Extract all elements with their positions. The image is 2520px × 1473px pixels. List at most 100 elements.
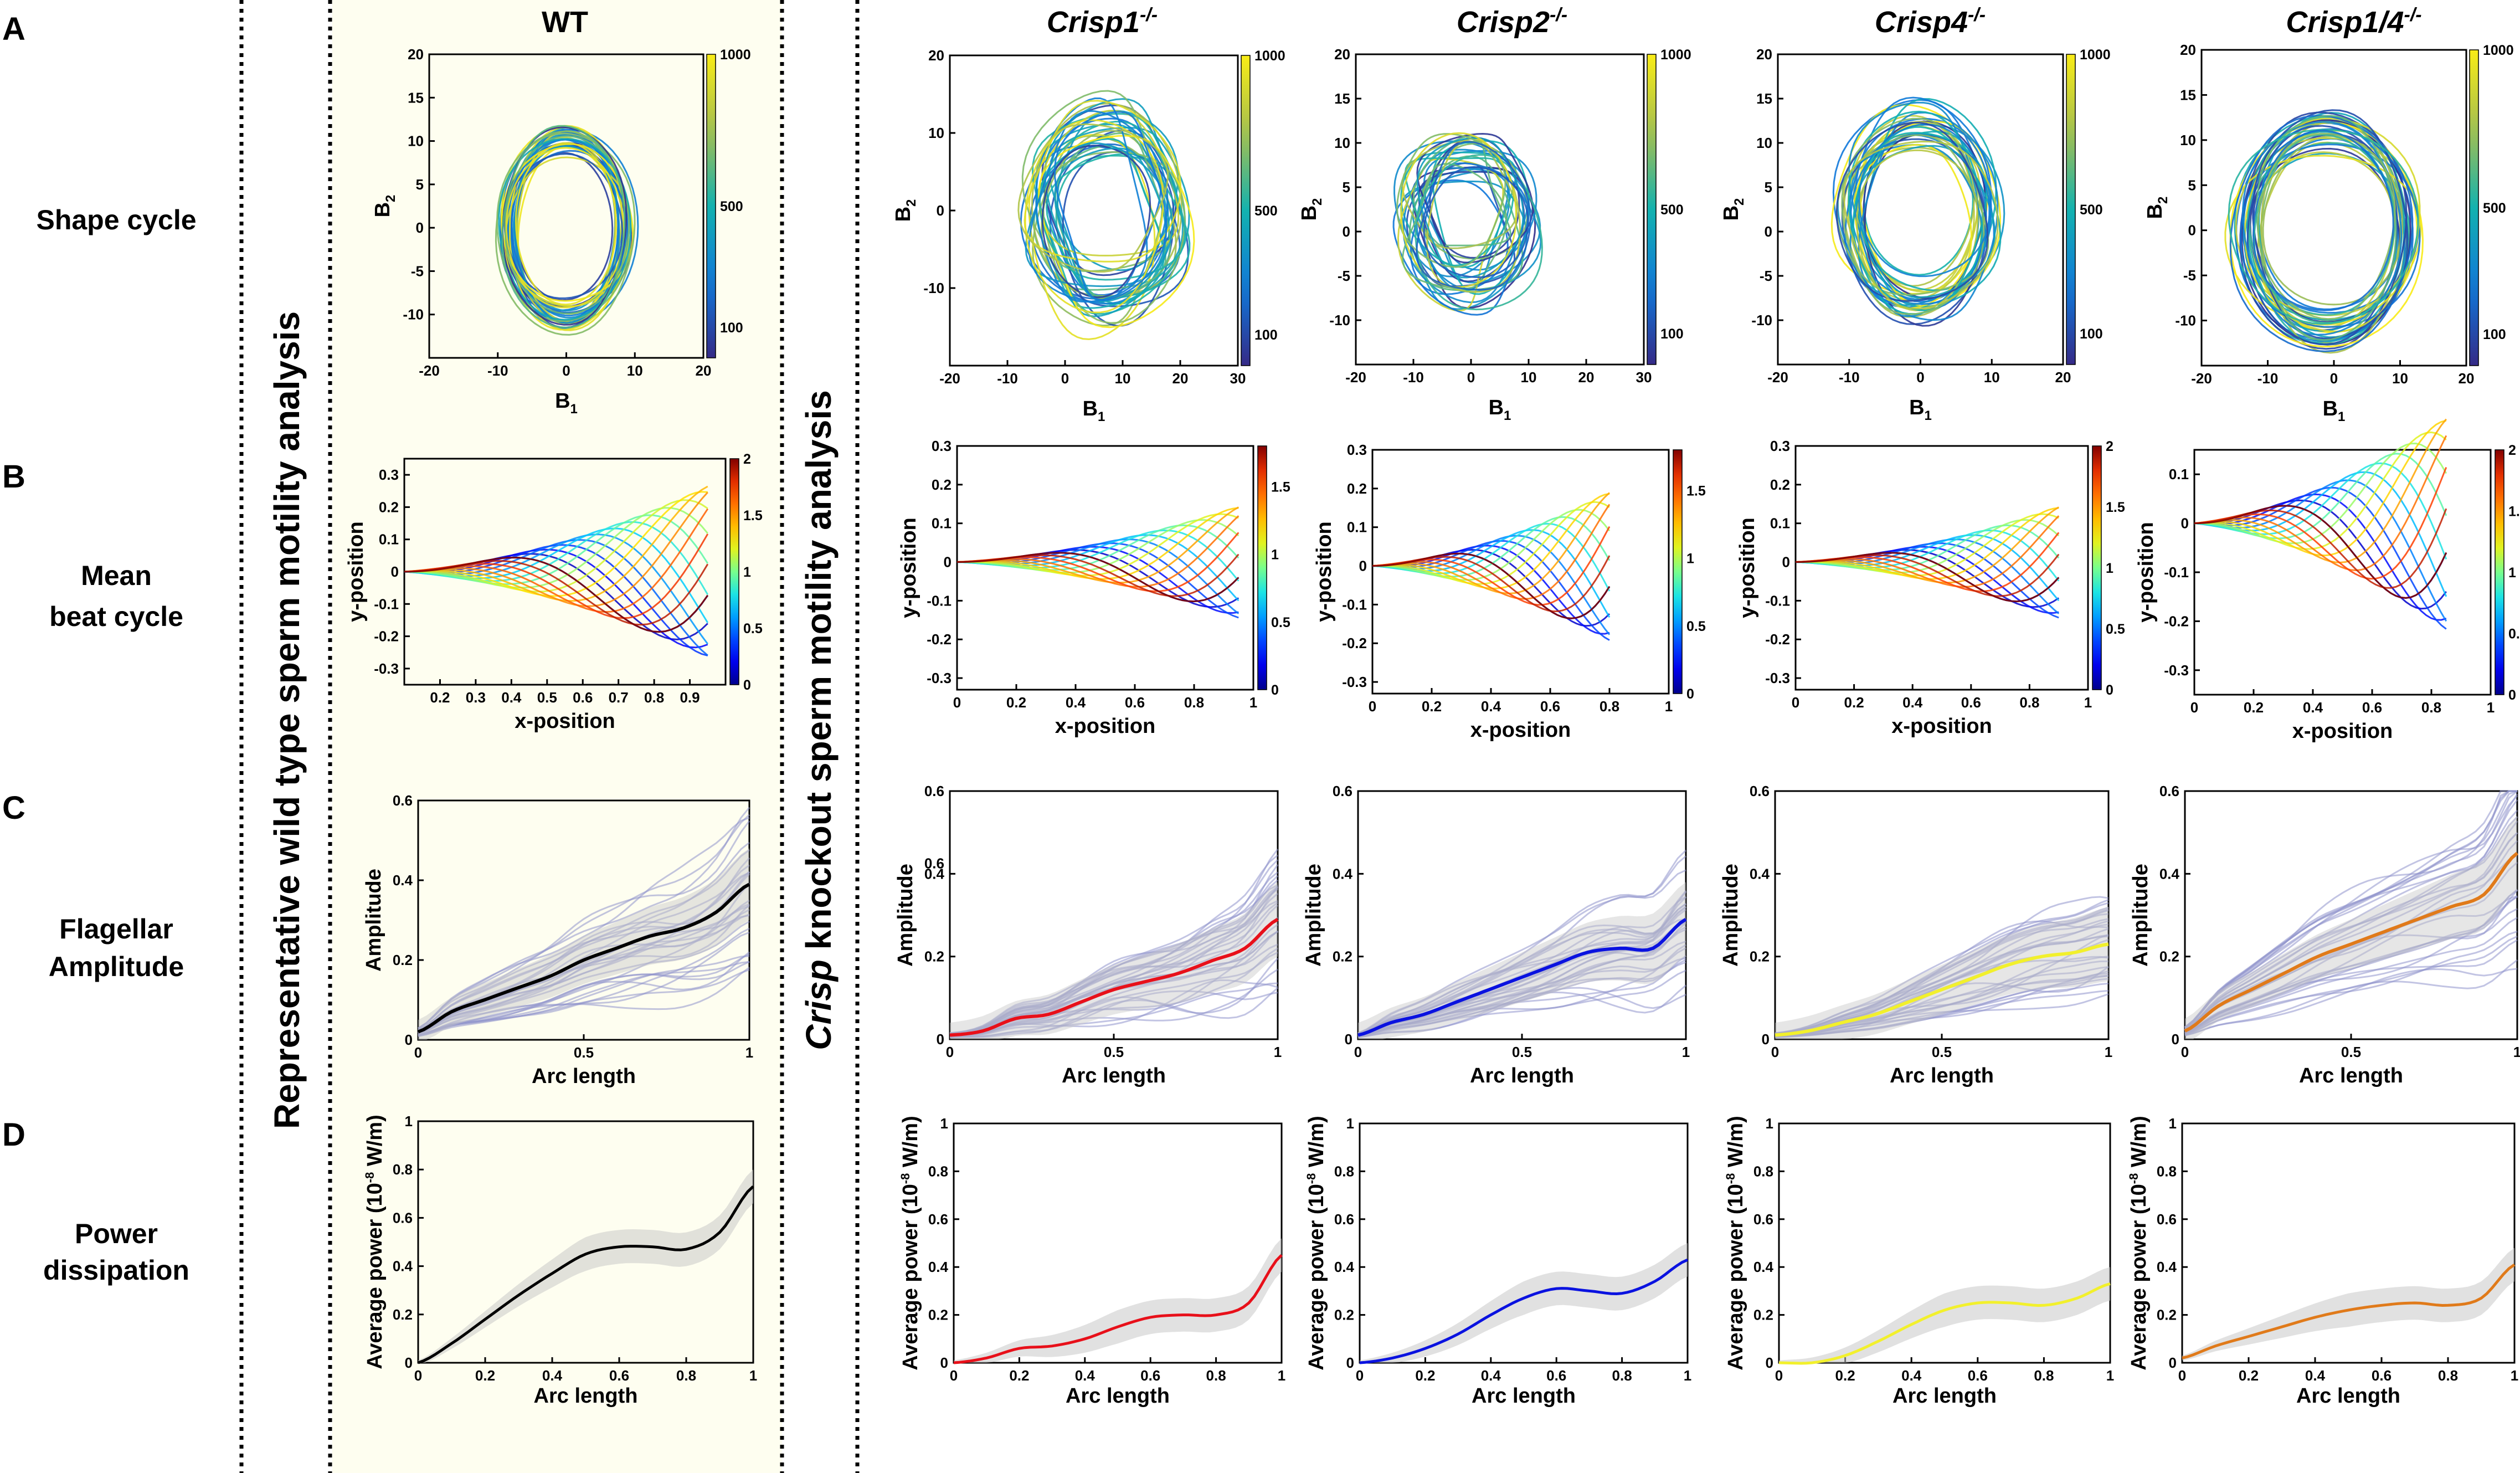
amplitude-trace — [2184, 917, 2518, 1035]
x-axis-label-base: B — [1083, 397, 1098, 420]
x-tick-label: -20 — [2191, 370, 2212, 387]
colorbar-tick-label: 100 — [2080, 326, 2103, 342]
beat-curve — [1796, 519, 2060, 574]
y-tick-label: 0.6 — [1333, 783, 1352, 799]
shape-cycle-trace — [1858, 123, 1991, 278]
x-tick-label: 0 — [953, 694, 961, 711]
y-tick-label: 0.3 — [1347, 442, 1367, 458]
x-tick-label: 20 — [1172, 370, 1189, 387]
y-axis-label-base: B — [1298, 206, 1321, 220]
y-axis-label-sub: 2 — [383, 195, 398, 202]
y-axis-label-sub: 2 — [904, 199, 919, 207]
beat-curve — [1372, 492, 1611, 594]
shape-cycle-trace — [505, 153, 624, 299]
y-tick-label: -0.2 — [2164, 613, 2189, 629]
x-tick-label: -20 — [1345, 369, 1366, 386]
beat-curve — [956, 513, 1239, 577]
colorbar-tick-label: 100 — [1254, 327, 1278, 343]
amplitude-trace — [2184, 790, 2518, 1029]
y-tick-label: 0.2 — [928, 1307, 948, 1323]
colorbar-tick-label: 1.5 — [743, 508, 763, 523]
power-mean-line — [953, 1254, 1283, 1364]
colorbar — [1673, 449, 1683, 694]
x-tick-label: -10 — [997, 370, 1018, 387]
row-label-amplitude: Amplitude — [49, 951, 184, 982]
colorbar — [1647, 54, 1657, 365]
x-tick-label: 0.2 — [1422, 698, 1442, 715]
y-axis-label: Average power (10-8 W/m) — [2127, 1116, 2151, 1371]
y-tick-label: 0.1 — [2169, 466, 2189, 483]
y-tick-label: 0 — [1782, 554, 1790, 571]
row-label-beat-cycle: beat cycle — [49, 601, 183, 632]
y-tick-label: 0.2 — [2157, 1307, 2177, 1323]
shape-cycle-trace — [1053, 111, 1168, 301]
x-tick-label: 0.9 — [680, 689, 700, 706]
colorbar — [2469, 49, 2479, 366]
y-tick-label: 0.4 — [1333, 865, 1353, 882]
y-tick-label: 15 — [1334, 90, 1350, 107]
shape-cycle-trace — [498, 138, 632, 321]
x-axis-label: Arc length — [1890, 1064, 1994, 1087]
power-mean-line — [418, 1185, 754, 1364]
colorbar-tick-label: 1 — [2508, 565, 2516, 581]
colorbar-tick-label: 0.5 — [743, 621, 763, 637]
x-tick-label: 1 — [745, 1044, 753, 1061]
y-axis-label: B2 — [892, 199, 919, 222]
y-tick-label: 10 — [408, 133, 424, 150]
x-tick-label: 0 — [2181, 1044, 2189, 1060]
amplitude-trace — [949, 916, 1279, 1036]
y-tick-label: -10 — [403, 306, 424, 323]
power-sd-band — [954, 1238, 1282, 1363]
colorbar — [729, 458, 739, 685]
x-tick-label: 0.4 — [542, 1367, 563, 1384]
shape-cycle-trace — [2255, 115, 2397, 341]
x-axis-label-base: B — [1909, 396, 1924, 419]
x-tick-label: 1 — [2487, 699, 2495, 716]
amplitude-sd-band — [1358, 882, 1686, 1039]
beat-cycle-panel-1: 0 0.2 0.4 0.6 0.8 1 -0.3 -0.2 -0.1 0 0.1 0.2 0.3 0 0.5… — [897, 438, 1290, 738]
axes-box — [2181, 1122, 2516, 1364]
amplitude-mean-line — [1357, 917, 1687, 1037]
x-tick-label: 0.6 — [1546, 1367, 1566, 1384]
x-axis-label: Arc length — [2296, 1384, 2400, 1408]
colorbar-tick-label: 2 — [743, 451, 751, 467]
y-axis-label-base: B — [371, 202, 394, 217]
x-axis-label: Arc length — [1062, 1064, 1166, 1087]
shape-cycle-trace — [1039, 120, 1186, 281]
y-tick-label: 0.6 — [924, 783, 944, 799]
y-tick-label: 0 — [937, 202, 944, 219]
y-tick-label: -5 — [2183, 267, 2196, 284]
y-tick-label: -0.1 — [927, 592, 952, 609]
x-tick-label: 0.4 — [1901, 1367, 1922, 1384]
x-tick-label: 0.2 — [475, 1367, 495, 1384]
amplitude-trace — [418, 953, 750, 1036]
column-title-3: Crisp4-/- — [1875, 4, 1986, 39]
x-tick-label: 0.6 — [609, 1367, 629, 1384]
x-tick-label: -10 — [487, 362, 508, 379]
panel-letter-a: A — [2, 11, 25, 47]
beat-curve — [2194, 493, 2447, 621]
y-axis-label-sub: 2 — [1732, 198, 1747, 206]
beat-curve — [404, 491, 708, 597]
colorbar — [2092, 445, 2102, 690]
colorbar-tick-label: 1000 — [720, 47, 751, 63]
power-mean-line — [2182, 1263, 2516, 1359]
colorbar-tick-label: 0 — [743, 678, 751, 693]
x-tick-label: 0 — [2190, 699, 2198, 716]
shape-cycle-trace — [2224, 155, 2422, 326]
x-axis-label: x-position — [2292, 720, 2393, 743]
y-tick-label: 0 — [940, 1354, 948, 1371]
y-axis-label: Amplitude — [2129, 864, 2152, 967]
shape-cycle-trace — [1406, 162, 1516, 288]
colorbar-tick-label: 1000 — [2483, 43, 2514, 58]
x-axis-label-base: B — [1489, 396, 1504, 419]
x-tick-label: 0.2 — [2244, 699, 2264, 716]
x-tick-label: 0.8 — [1206, 1367, 1226, 1384]
y-tick-label: -0.2 — [1765, 631, 1790, 648]
colorbar-tick-label: 0.5 — [1686, 619, 1706, 634]
x-tick-label: 0 — [1792, 694, 1799, 711]
beat-curve — [404, 491, 708, 607]
colorbar-tick-label: 500 — [2483, 201, 2506, 216]
colorbar-tick-label: 1 — [1271, 547, 1279, 563]
plots: -20 -10 0 10 20-10-5051015201005001000B1B2-2… — [344, 42, 2520, 1408]
